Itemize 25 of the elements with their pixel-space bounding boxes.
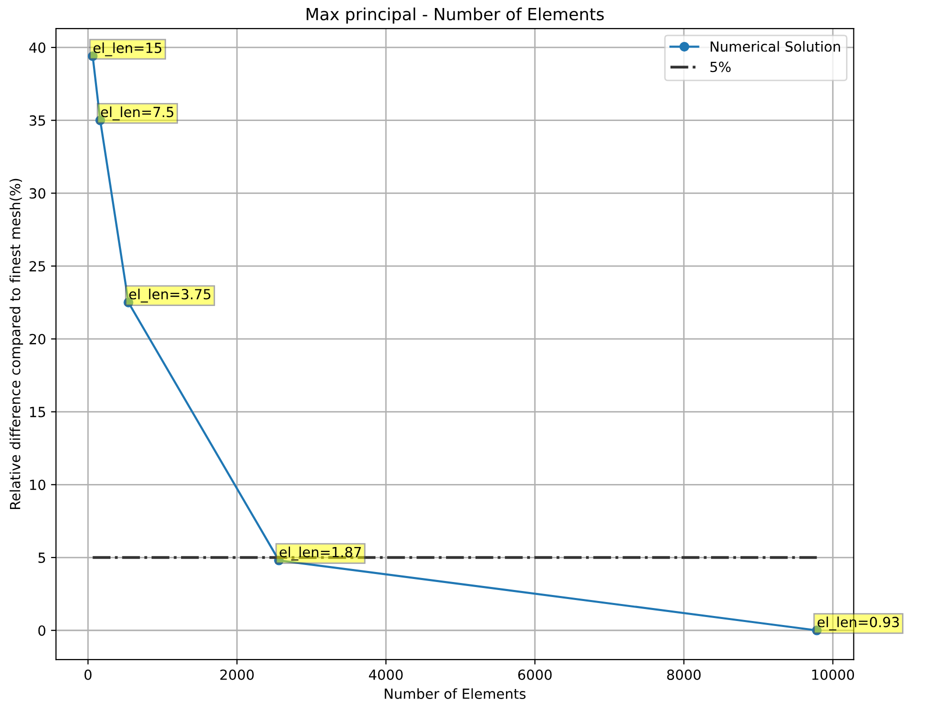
legend-label: Numerical Solution xyxy=(710,41,840,52)
legend-label: 5% xyxy=(710,62,731,72)
y-tick-label: 40 xyxy=(29,42,46,53)
x-tick-label: 4000 xyxy=(368,669,403,680)
annotation: el_len=3.75 xyxy=(129,288,210,302)
y-axis-title: Relative difference compared to finest mesh(%) xyxy=(10,178,24,509)
annotation: el_len=7.5 xyxy=(100,106,174,120)
x-tick-label: 0 xyxy=(84,669,92,680)
y-tick-label: 10 xyxy=(30,480,46,490)
y-tick-label: 15 xyxy=(30,406,46,418)
annotation: el_len=15 xyxy=(93,42,162,56)
y-tick-label: 5 xyxy=(38,552,46,563)
chart-title: Max principal - Number of Elements xyxy=(306,8,604,24)
annotation: el_len=1.87 xyxy=(280,546,361,560)
y-tick-label: 30 xyxy=(30,188,46,199)
x-tick-label: 8000 xyxy=(667,669,701,680)
x-tick-label: 10000 xyxy=(812,669,854,680)
y-tick-label: 0 xyxy=(38,625,46,636)
y-tick-label: 35 xyxy=(30,115,46,126)
y-tick-label: 20 xyxy=(30,334,46,344)
x-axis-title: Number of Elements xyxy=(384,688,526,699)
x-tick-label: 6000 xyxy=(518,669,552,680)
x-tick-label: 2000 xyxy=(220,669,254,680)
annotation: el_len=0.93 xyxy=(818,616,899,630)
y-tick-label: 25 xyxy=(30,261,46,272)
